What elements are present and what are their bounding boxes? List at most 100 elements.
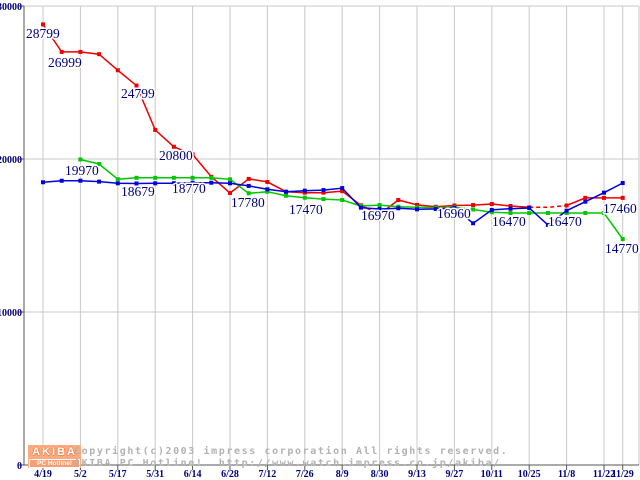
y-tick-label: 30000 <box>0 2 22 13</box>
value-label: 16470 <box>548 214 582 229</box>
red-price-line-point <box>265 179 270 184</box>
blue-price-line-point <box>433 207 438 212</box>
red-price-line-segment <box>42 23 530 216</box>
blue-price-line-point <box>377 207 382 212</box>
value-label: 24799 <box>121 86 155 101</box>
green-price-line-point <box>171 175 176 180</box>
blue-price-line-point <box>284 189 289 194</box>
x-tick-label: 6/14 <box>184 469 202 480</box>
green-price-line-point <box>115 177 120 182</box>
green-price-line-segment <box>80 158 624 240</box>
blue-price-line-point <box>190 180 195 185</box>
blue-price-line-point <box>583 199 588 204</box>
green-price-line-point <box>209 175 214 180</box>
green-price-line-point <box>377 203 382 208</box>
green-price-line-point <box>340 198 345 203</box>
blue-price-line-point <box>396 206 401 211</box>
blue-price-line-point <box>265 187 270 192</box>
x-tick-label: 11/22 <box>593 469 615 480</box>
value-label: 18770 <box>172 181 206 196</box>
red-price-line-point <box>321 190 326 195</box>
blue-price-line <box>41 178 625 227</box>
value-label: 20800 <box>159 148 193 163</box>
green-price-line-point <box>153 175 158 180</box>
green-price-line-point <box>78 157 83 162</box>
blue-price-line-point <box>153 181 158 186</box>
red-price-line-point <box>564 203 569 208</box>
x-tick-label: 5/31 <box>146 469 164 480</box>
red-price-line-point <box>134 83 139 88</box>
red-price-line-point <box>97 52 102 57</box>
red-price-line-point <box>115 68 120 73</box>
red-price-line-point <box>377 212 382 217</box>
green-price-line-point <box>321 197 326 202</box>
value-label: 17460 <box>603 201 637 216</box>
red-price-line-point <box>190 152 195 157</box>
value-label: 19970 <box>65 163 99 178</box>
blue-price-line-point <box>527 205 532 210</box>
green-price-line-point <box>246 191 251 196</box>
red-price-line-point <box>153 127 158 132</box>
red-price-line-point <box>78 49 83 54</box>
copyright-line2: AKIBA PC Hotline! http://www.watch.impre… <box>74 458 501 469</box>
x-tick-label: 8/30 <box>371 469 389 480</box>
y-tick-label: 20000 <box>0 155 22 166</box>
x-tick-label: 10/25 <box>518 469 541 480</box>
green-price-line-point <box>545 211 550 216</box>
copyright-line1: Copyright(c)2003 impress corporation All… <box>74 446 509 457</box>
blue-price-line-point <box>564 208 569 213</box>
blue-price-line-point <box>620 181 625 186</box>
green-price-line <box>78 157 625 242</box>
y-tick-label: 0 <box>17 461 22 472</box>
red-price-line-point <box>620 195 625 200</box>
value-label: 16470 <box>492 214 526 229</box>
axes <box>23 6 639 466</box>
red-price-line-point <box>602 195 606 200</box>
blue-price-line-point <box>97 179 102 184</box>
red-price-line-point <box>415 202 419 207</box>
green-price-line-point <box>228 177 232 182</box>
blue-price-line-point <box>59 178 64 183</box>
x-tick-label: 5/17 <box>109 469 127 480</box>
red-price-line-point <box>489 201 494 206</box>
red-price-line-point <box>171 144 176 149</box>
y-tick-label: 10000 <box>0 308 22 319</box>
red-price-line-point <box>246 176 251 181</box>
green-price-line-point <box>190 175 195 180</box>
green-price-line-point <box>602 211 606 216</box>
x-tick-label: 4/19 <box>34 469 52 480</box>
green-price-line-point <box>284 193 289 198</box>
blue-price-line-point <box>246 183 251 188</box>
x-tick-label: 10/11 <box>481 469 503 480</box>
red-price-line-point <box>228 190 232 195</box>
value-label: 18679 <box>121 184 155 199</box>
akiba-logo: AKIBA PC Hotline! <box>28 445 81 468</box>
green-price-line-point <box>489 210 494 215</box>
green-price-line-point <box>471 207 476 212</box>
akiba-logo-title: AKIBA <box>32 446 77 458</box>
value-label: 16970 <box>361 208 395 223</box>
x-tick-label: 7/12 <box>259 469 277 480</box>
green-price-line-point <box>508 211 513 216</box>
blue-price-line-point <box>41 180 45 185</box>
x-tick-label: 7/26 <box>296 469 314 480</box>
value-annotations: 28799 26999 24799 20800 19970 18679 18770 17780… <box>25 25 640 258</box>
blue-price-line-point <box>471 221 476 226</box>
green-price-line-point <box>97 162 102 167</box>
blue-price-line-point <box>415 207 419 212</box>
green-price-line-point <box>527 211 532 216</box>
green-price-line-point <box>620 237 625 242</box>
blue-price-line-point <box>321 188 326 193</box>
value-label: 26999 <box>48 55 82 70</box>
blue-price-line-point <box>358 205 363 210</box>
akiba-logo-subtitle: PC Hotline! <box>29 459 80 468</box>
green-price-line-point <box>134 175 139 180</box>
value-label: 14770 <box>605 241 639 256</box>
blue-price-line-point <box>209 180 214 185</box>
red-price-line-point <box>59 49 64 54</box>
blue-price-line-point <box>115 181 120 186</box>
red-price-line-point <box>583 195 588 200</box>
x-tick-label: 11/29 <box>612 469 634 480</box>
blue-price-line-point <box>78 178 83 183</box>
